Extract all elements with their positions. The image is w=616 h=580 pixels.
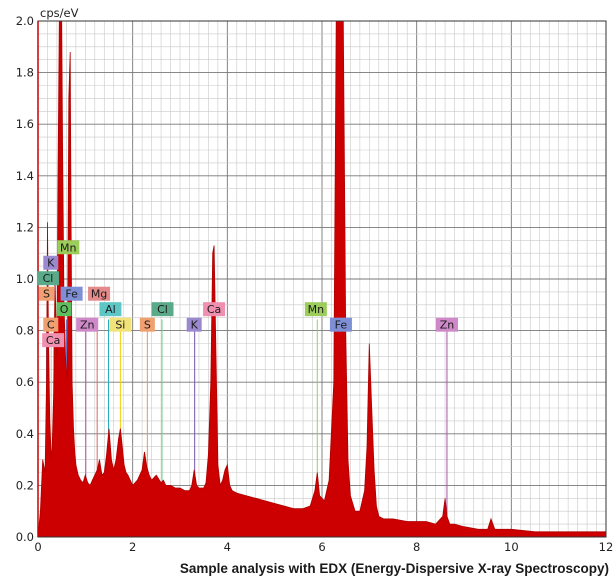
element-label-box	[109, 317, 132, 332]
element-label-box	[88, 286, 111, 301]
element-label-box	[57, 240, 80, 255]
y-tick-label: 1.8	[16, 66, 34, 80]
element-label-text: Fe	[335, 319, 348, 332]
x-tick-label: 10	[504, 540, 519, 554]
y-tick-label: 0.8	[16, 324, 34, 338]
y-tick-label: 1.6	[16, 117, 34, 131]
element-label: Mn	[57, 240, 80, 255]
y-tick-label: 0.4	[16, 427, 34, 441]
y-tick-label: 0.6	[16, 375, 34, 389]
element-label-box	[304, 302, 327, 317]
chart-caption: Sample analysis with EDX (Energy-Dispers…	[180, 561, 609, 576]
y-axis-label: cps/eV	[40, 6, 79, 20]
element-label-text: S	[144, 319, 151, 332]
x-tick-label: 6	[318, 540, 325, 554]
element-label: O	[56, 302, 72, 317]
element-label-box	[435, 317, 458, 332]
element-label-box	[42, 333, 65, 348]
element-label: Cl	[151, 302, 174, 317]
element-label-box	[139, 317, 155, 332]
y-tick-label: 2.0	[16, 14, 34, 28]
element-label-text: Fe	[65, 288, 78, 301]
element-label-box	[43, 317, 59, 332]
element-label: S	[39, 286, 55, 301]
element-label-box	[36, 271, 59, 286]
y-tick-label: 1.4	[16, 169, 34, 183]
y-tick-label: 0.0	[16, 530, 34, 544]
element-label: Fe	[60, 286, 83, 301]
x-tick-label: 0	[34, 540, 41, 554]
x-tick-label: 2	[129, 540, 136, 554]
element-label: Zn	[435, 317, 458, 332]
element-label: Mn	[304, 302, 327, 317]
element-label-text: K	[191, 319, 199, 332]
element-label: Al	[99, 302, 122, 317]
element-label-box	[203, 302, 226, 317]
element-label-text: Si	[115, 319, 125, 332]
x-tick-label: 8	[413, 540, 420, 554]
element-label-text: Cl	[43, 272, 54, 285]
element-label-box	[43, 255, 59, 270]
element-label-box	[186, 317, 202, 332]
element-label-text: S	[43, 288, 50, 301]
element-label-text: C	[47, 319, 55, 332]
x-tick-label: 12	[599, 540, 614, 554]
element-label: Si	[109, 317, 132, 332]
element-label-text: O	[60, 303, 69, 316]
element-label: C	[43, 317, 59, 332]
tick-labels: 0 2 4 6 8 10 12 0.0 0.2 0.4 0.6 0.8 1.0 1.2 1.4 1.6 1.8 2…	[16, 14, 614, 554]
element-label-box	[99, 302, 122, 317]
element-label-text: Zn	[440, 319, 455, 332]
element-label-box	[39, 286, 55, 301]
element-label-text: Zn	[80, 319, 95, 332]
element-label-text: Al	[105, 303, 116, 316]
element-label-text: Mn	[308, 303, 324, 316]
element-label-text: Ca	[46, 334, 60, 347]
y-tick-label: 1.2	[16, 220, 34, 234]
element-label: Ca	[203, 302, 226, 317]
element-label: Fe	[329, 317, 352, 332]
element-label-text: K	[47, 257, 55, 270]
element-label-box	[329, 317, 352, 332]
element-label-box	[60, 286, 83, 301]
element-label: K	[186, 317, 202, 332]
element-label-text: Ca	[207, 303, 221, 316]
element-label-text: Cl	[157, 303, 168, 316]
element-label-box	[151, 302, 174, 317]
y-tick-label: 0.2	[16, 478, 34, 492]
element-label: Zn	[76, 317, 99, 332]
element-label: S	[139, 317, 155, 332]
spectrum-area	[37, 20, 607, 538]
y-tick-label: 1.0	[16, 272, 34, 286]
element-label-box	[56, 302, 72, 317]
element-label: Ca	[42, 333, 65, 348]
element-label: K	[43, 255, 59, 270]
element-label: Mg	[88, 286, 111, 301]
element-label-text: Mg	[91, 288, 107, 301]
element-label-text: Mn	[60, 241, 76, 254]
element-label-box	[76, 317, 99, 332]
element-label: Cl	[36, 271, 59, 286]
element-labels: Mn K Cl S Fe Mg O Al Cl Ca Mn C Zn Si S K Fe Zn Ca	[36, 240, 458, 348]
x-tick-label: 4	[224, 540, 231, 554]
